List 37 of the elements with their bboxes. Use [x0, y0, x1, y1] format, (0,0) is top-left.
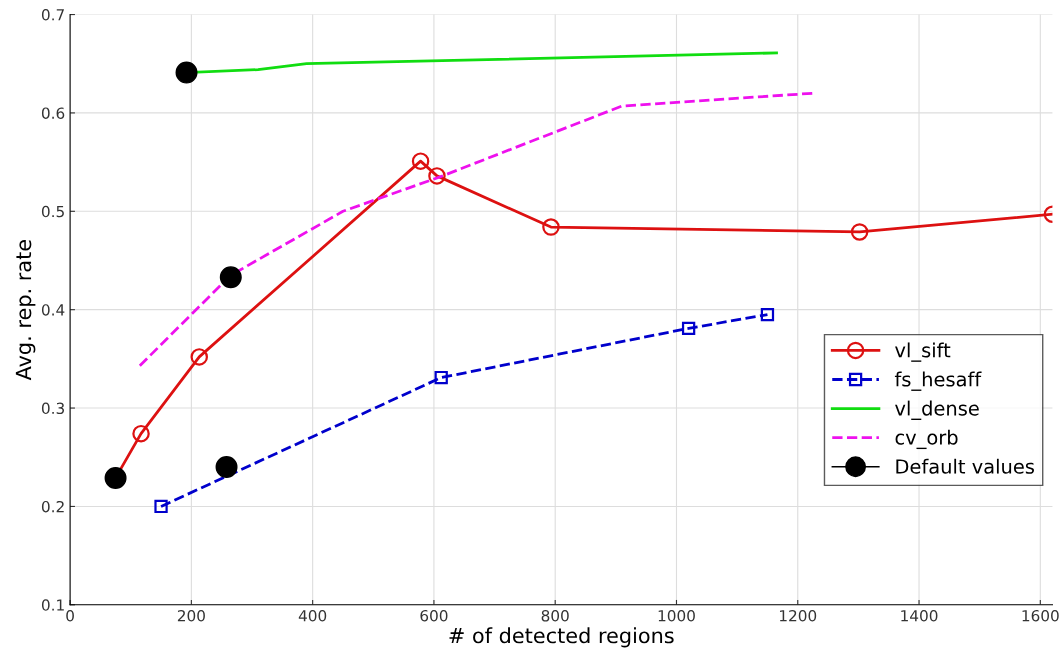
point — [681, 321, 696, 336]
y-tick-label: 0.3 — [41, 402, 65, 415]
x-tick-label: 800 — [541, 609, 569, 622]
point — [542, 218, 560, 236]
x-tick-label: 400 — [298, 609, 327, 622]
y-tick-label: 0.7 — [41, 9, 64, 21]
y-tick-label: 0.5 — [41, 205, 64, 218]
y-tick-label: 0.6 — [41, 107, 65, 119]
y-tick-label: 0.4 — [41, 304, 65, 316]
x-tick-label: 1200 — [780, 609, 817, 622]
point — [175, 61, 198, 84]
point — [132, 424, 150, 443]
x-tick-label: 1000 — [658, 609, 695, 622]
x-tick-label: 1600 — [1022, 609, 1059, 622]
y-tick-label: 0.2 — [41, 500, 64, 513]
point — [411, 152, 430, 170]
point — [190, 348, 208, 366]
legend-label: Default values — [896, 458, 1034, 474]
x-axis-title: # of detected regions — [449, 627, 674, 648]
y-tick-label: 0.1 — [41, 599, 64, 611]
legend-label: vl_sift — [895, 342, 951, 362]
legend-label: vl_dense — [895, 400, 979, 420]
x-tick-label: 200 — [177, 609, 205, 622]
point — [760, 307, 775, 322]
legend-label: cv_orb — [895, 429, 958, 450]
point — [215, 456, 238, 479]
line-series — [138, 91, 815, 368]
point — [154, 499, 168, 514]
x-tick-label: 600 — [420, 609, 448, 622]
legend-label: fs_hesaff — [894, 371, 982, 391]
point — [434, 370, 448, 385]
point — [850, 223, 869, 241]
y-axis-title: Avg. rep. rate — [15, 240, 36, 381]
x-tick-label: 0 — [66, 609, 74, 622]
point — [428, 167, 446, 185]
point — [219, 266, 242, 289]
x-tick-label: 1400 — [901, 609, 938, 622]
